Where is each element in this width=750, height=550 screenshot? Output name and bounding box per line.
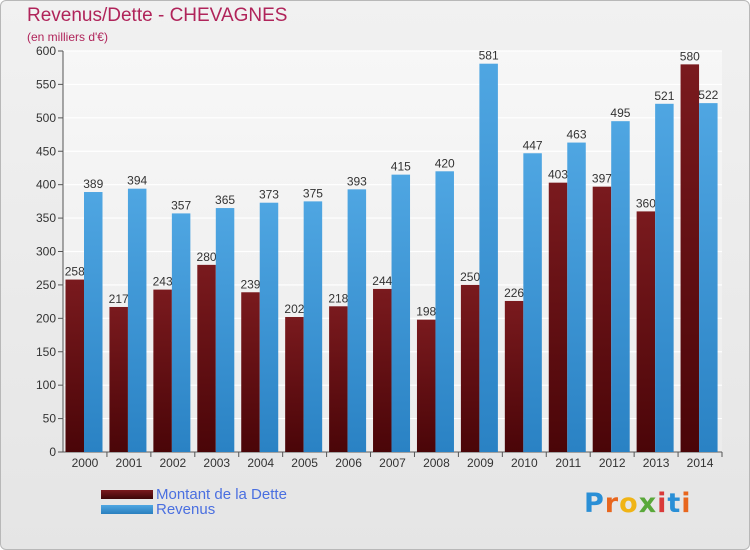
bar-dette xyxy=(680,64,700,452)
x-tick-label: 2009 xyxy=(467,456,494,470)
y-tick-label: 400 xyxy=(36,178,56,192)
bar-dette xyxy=(65,279,84,452)
y-tick-label: 600 xyxy=(36,44,56,58)
bar-dette xyxy=(241,292,260,452)
y-tick-label: 450 xyxy=(36,144,56,158)
bar-revenus xyxy=(171,213,191,452)
y-tick-label: 100 xyxy=(36,378,56,392)
value-label-revenus: 581 xyxy=(479,49,499,63)
legend-label-revenus: Revenus xyxy=(156,501,216,518)
bar-dette xyxy=(548,182,568,452)
value-label-revenus: 373 xyxy=(259,188,279,202)
bar-revenus xyxy=(391,174,411,452)
x-tick-label: 2006 xyxy=(335,456,362,470)
value-label-dette: 198 xyxy=(416,305,436,319)
legend-swatch-revenus xyxy=(101,505,153,514)
bar-revenus xyxy=(215,208,235,452)
legend-label-dette: Montant de la Dette xyxy=(156,486,287,503)
bar-revenus xyxy=(567,142,586,453)
y-tick-label: 550 xyxy=(36,77,56,91)
value-label-dette: 239 xyxy=(240,277,260,291)
bar-revenus xyxy=(435,171,454,453)
y-tick-label: 150 xyxy=(36,345,56,359)
y-tick-label: 250 xyxy=(36,278,56,292)
value-label-dette: 250 xyxy=(460,270,480,284)
bar-revenus xyxy=(127,188,147,452)
value-label-revenus: 375 xyxy=(303,186,323,200)
bar-revenus xyxy=(303,201,323,452)
y-tick-label: 0 xyxy=(49,445,56,459)
x-tick-label: 2008 xyxy=(423,456,450,470)
value-label-revenus: 357 xyxy=(171,198,191,212)
value-label-dette: 258 xyxy=(65,265,85,279)
bar-revenus xyxy=(611,121,630,453)
value-label-revenus: 463 xyxy=(567,128,587,142)
x-tick-label: 2002 xyxy=(159,456,186,470)
value-label-dette: 244 xyxy=(372,274,392,288)
bar-dette xyxy=(197,264,216,452)
legend-swatch-dette xyxy=(101,490,153,499)
bar-dette xyxy=(329,306,348,452)
value-label-revenus: 420 xyxy=(435,156,455,170)
value-label-dette: 226 xyxy=(504,286,524,300)
value-label-dette: 280 xyxy=(197,250,217,264)
x-tick-label: 2013 xyxy=(643,456,670,470)
bar-dette xyxy=(373,288,392,452)
x-tick-label: 2000 xyxy=(72,456,99,470)
value-label-revenus: 394 xyxy=(127,174,147,188)
bar-revenus xyxy=(84,192,103,453)
value-label-revenus: 522 xyxy=(698,88,718,102)
x-tick-label: 2011 xyxy=(555,456,581,470)
bar-dette xyxy=(504,300,524,452)
value-label-revenus: 393 xyxy=(347,174,367,188)
x-tick-label: 2010 xyxy=(511,456,538,470)
bar-revenus xyxy=(523,153,542,452)
value-label-dette: 397 xyxy=(592,172,612,186)
value-label-revenus: 447 xyxy=(523,138,543,152)
value-label-dette: 360 xyxy=(636,196,656,210)
bar-dette xyxy=(416,319,436,452)
bar-revenus xyxy=(699,103,718,452)
value-label-dette: 243 xyxy=(153,275,173,289)
bar-dette xyxy=(109,306,128,452)
x-tick-label: 2014 xyxy=(687,456,714,470)
y-tick-label: 350 xyxy=(36,211,56,225)
bar-revenus xyxy=(655,103,674,452)
value-label-dette: 217 xyxy=(109,292,129,306)
bar-dette xyxy=(460,284,480,452)
y-tick-label: 300 xyxy=(36,245,56,259)
bar-revenus xyxy=(259,202,279,452)
bar-revenus xyxy=(347,189,367,452)
bar-dette xyxy=(153,289,172,452)
bar-revenus xyxy=(479,63,498,452)
value-label-dette: 202 xyxy=(284,302,304,316)
value-label-dette: 580 xyxy=(680,49,700,63)
chart-title: Revenus/Dette - CHEVAGNES xyxy=(27,5,288,26)
x-tick-label: 2005 xyxy=(291,456,318,470)
value-label-revenus: 415 xyxy=(391,160,411,174)
x-tick-label: 2004 xyxy=(247,456,274,470)
proxiti-logo: Proxiti xyxy=(584,488,692,519)
x-tick-label: 2003 xyxy=(203,456,230,470)
x-tick-label: 2007 xyxy=(379,456,406,470)
bar-dette xyxy=(636,211,656,452)
value-label-dette: 403 xyxy=(548,168,568,182)
value-label-revenus: 495 xyxy=(610,106,630,120)
value-label-revenus: 365 xyxy=(215,193,235,207)
y-tick-label: 500 xyxy=(36,111,56,125)
y-tick-label: 200 xyxy=(36,311,56,325)
value-label-revenus: 389 xyxy=(83,177,103,191)
value-label-revenus: 521 xyxy=(654,89,674,103)
value-label-dette: 218 xyxy=(328,291,348,305)
bar-dette xyxy=(592,186,612,452)
y-tick-label: 50 xyxy=(43,412,57,426)
bar-dette xyxy=(285,316,304,452)
x-tick-label: 2012 xyxy=(599,456,626,470)
chart-subtitle: (en milliers d'€) xyxy=(27,30,108,44)
x-tick-label: 2001 xyxy=(116,456,143,470)
